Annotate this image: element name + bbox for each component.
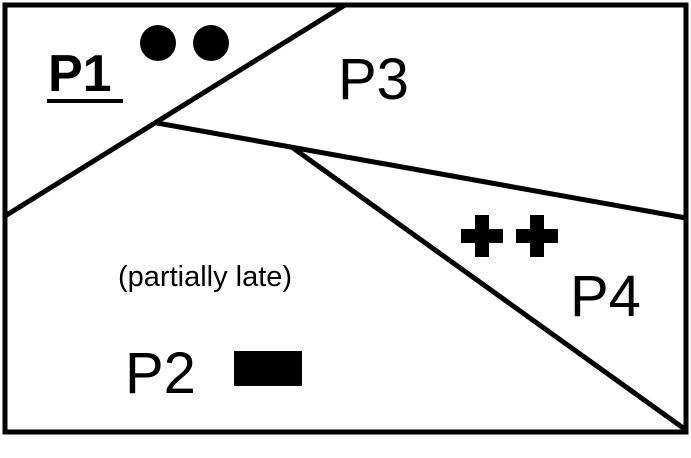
rectangle-icon [234, 351, 302, 386]
region-p2-label: P2 [125, 341, 196, 406]
region-p1-label: P1 [48, 45, 112, 103]
region-p2-note: (partially late) [118, 261, 292, 293]
divider-p2-p4 [291, 145, 688, 433]
outer-frame [2, 2, 689, 435]
circle-icon [140, 25, 176, 61]
two-plus-icon [461, 215, 558, 257]
region-p4-label: P4 [570, 264, 641, 329]
divider-p3-bottom [156, 120, 687, 221]
plus-icon [516, 215, 558, 257]
divider-p1-top [3, 2, 347, 219]
plus-icon [461, 215, 503, 257]
region-p3-label: P3 [338, 47, 409, 112]
two-circles-icon [140, 25, 229, 61]
circle-icon [193, 25, 229, 61]
